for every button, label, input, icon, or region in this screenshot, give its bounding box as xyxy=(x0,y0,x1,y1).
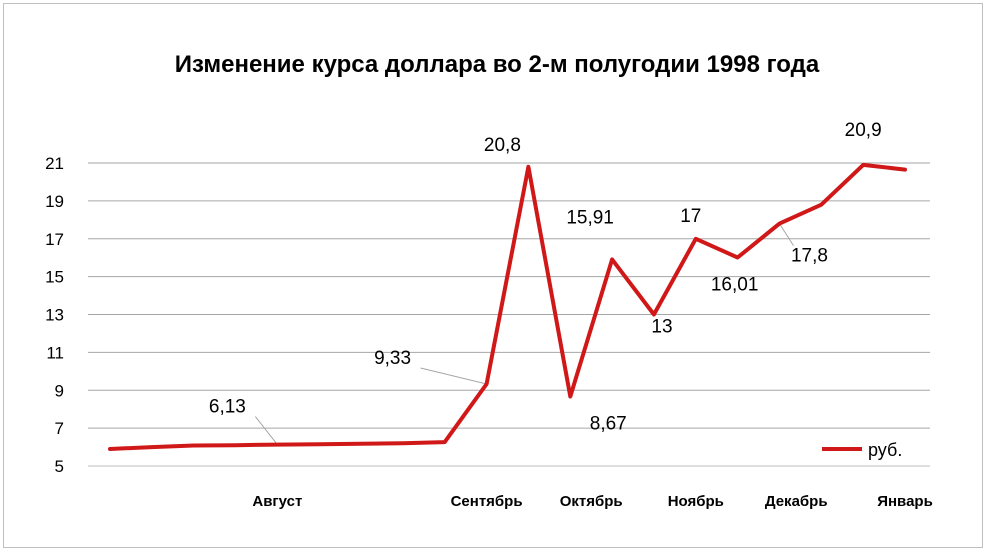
x-tick-label: Сентябрь xyxy=(451,493,523,510)
x-tick-label: Январь xyxy=(877,493,933,510)
leader-line xyxy=(254,416,278,445)
data-label: 6,13 xyxy=(209,397,246,418)
data-label: 16,01 xyxy=(711,274,759,295)
data-label: 15,91 xyxy=(566,207,614,228)
data-label: 17,8 xyxy=(791,246,828,267)
y-axis-ticks: 5 7 9 11 13 15 17 19 21 xyxy=(45,154,64,476)
data-label: 13 xyxy=(651,317,672,338)
y-tick-label: 17 xyxy=(45,230,64,249)
leader-line xyxy=(779,223,794,246)
series-layer xyxy=(108,162,907,451)
x-tick-label: Октябрь xyxy=(560,493,623,510)
data-label: 17 xyxy=(680,206,701,227)
x-axis-ticks: Август Сентябрь Октябрь Ноябрь Декабрь Январь xyxy=(252,493,932,510)
chart-frame xyxy=(3,3,983,548)
label-leader-lines xyxy=(254,223,794,445)
y-tick-label: 5 xyxy=(55,457,64,476)
y-tick-label: 19 xyxy=(45,192,64,211)
data-label: 20,8 xyxy=(484,135,521,156)
y-tick-label: 15 xyxy=(45,268,64,287)
data-label: 8,67 xyxy=(590,413,627,434)
data-labels: 6,13 9,33 20,8 8,67 15,91 13 17 16,01 17,8 20,9 xyxy=(209,120,882,435)
grid-lines xyxy=(88,162,930,467)
y-tick-label: 21 xyxy=(45,154,64,173)
series-line xyxy=(108,162,907,451)
y-tick-label: 13 xyxy=(45,306,64,325)
x-tick-label: Ноябрь xyxy=(668,493,724,510)
y-tick-label: 9 xyxy=(55,381,64,400)
x-tick-label: Декабрь xyxy=(765,493,828,510)
y-tick-label: 11 xyxy=(46,343,64,362)
x-tick-label: Август xyxy=(252,493,302,510)
leader-line xyxy=(420,367,487,385)
y-tick-label: 7 xyxy=(55,419,64,438)
chart-title: Изменение курса доллара во 2-м полугодии… xyxy=(175,51,820,78)
data-label: 20,9 xyxy=(845,120,882,141)
data-label: 9,33 xyxy=(374,348,411,369)
legend-label: руб. xyxy=(868,440,902,460)
legend: руб. xyxy=(822,440,902,460)
